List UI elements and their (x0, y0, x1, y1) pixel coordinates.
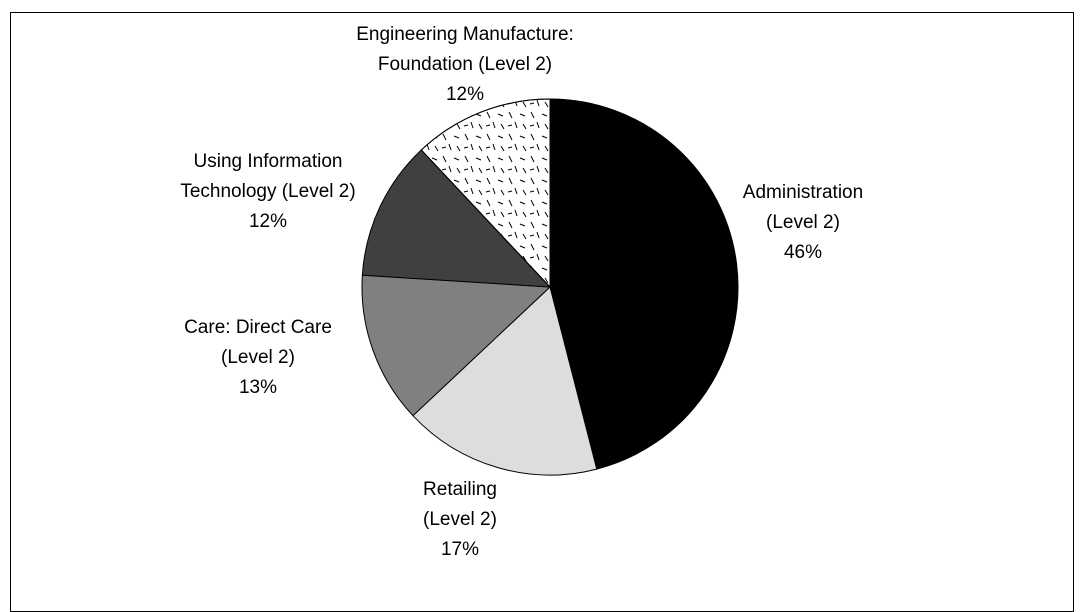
pie-slice (361, 149, 552, 288)
page: {"chart_data": {"type": "pie", "categori… (10, 12, 1074, 612)
value-label: 13% (238, 377, 278, 398)
category-name: Engineering Manufacture: Foundation (Lev… (356, 24, 574, 75)
value-label: 17% (440, 539, 480, 560)
pie-slice (361, 274, 552, 417)
slice-label: Administration (Level 2) 46% (728, 178, 878, 268)
slice-label: Engineering Manufacture: Foundation (Lev… (335, 20, 595, 110)
pie-slice (412, 286, 598, 476)
value-label: 46% (783, 242, 823, 263)
category-name: Retailing (Level 2) (423, 479, 497, 530)
slice-label: Retailing (Level 2) 17% (400, 475, 520, 565)
slice-label: Care: Direct Care (Level 2) 13% (168, 313, 348, 403)
category-name: Using Information Technology (Level 2) (180, 151, 356, 202)
value-label: 12% (445, 84, 485, 105)
value-label: 12% (248, 211, 288, 232)
category-name: Care: Direct Care (Level 2) (184, 317, 332, 368)
slice-label: Using Information Technology (Level 2) 12… (158, 147, 378, 237)
slice-pattern (420, 98, 551, 289)
chart (361, 98, 739, 476)
category-name: Administration (Level 2) (742, 182, 864, 233)
pie-slice (549, 98, 739, 470)
